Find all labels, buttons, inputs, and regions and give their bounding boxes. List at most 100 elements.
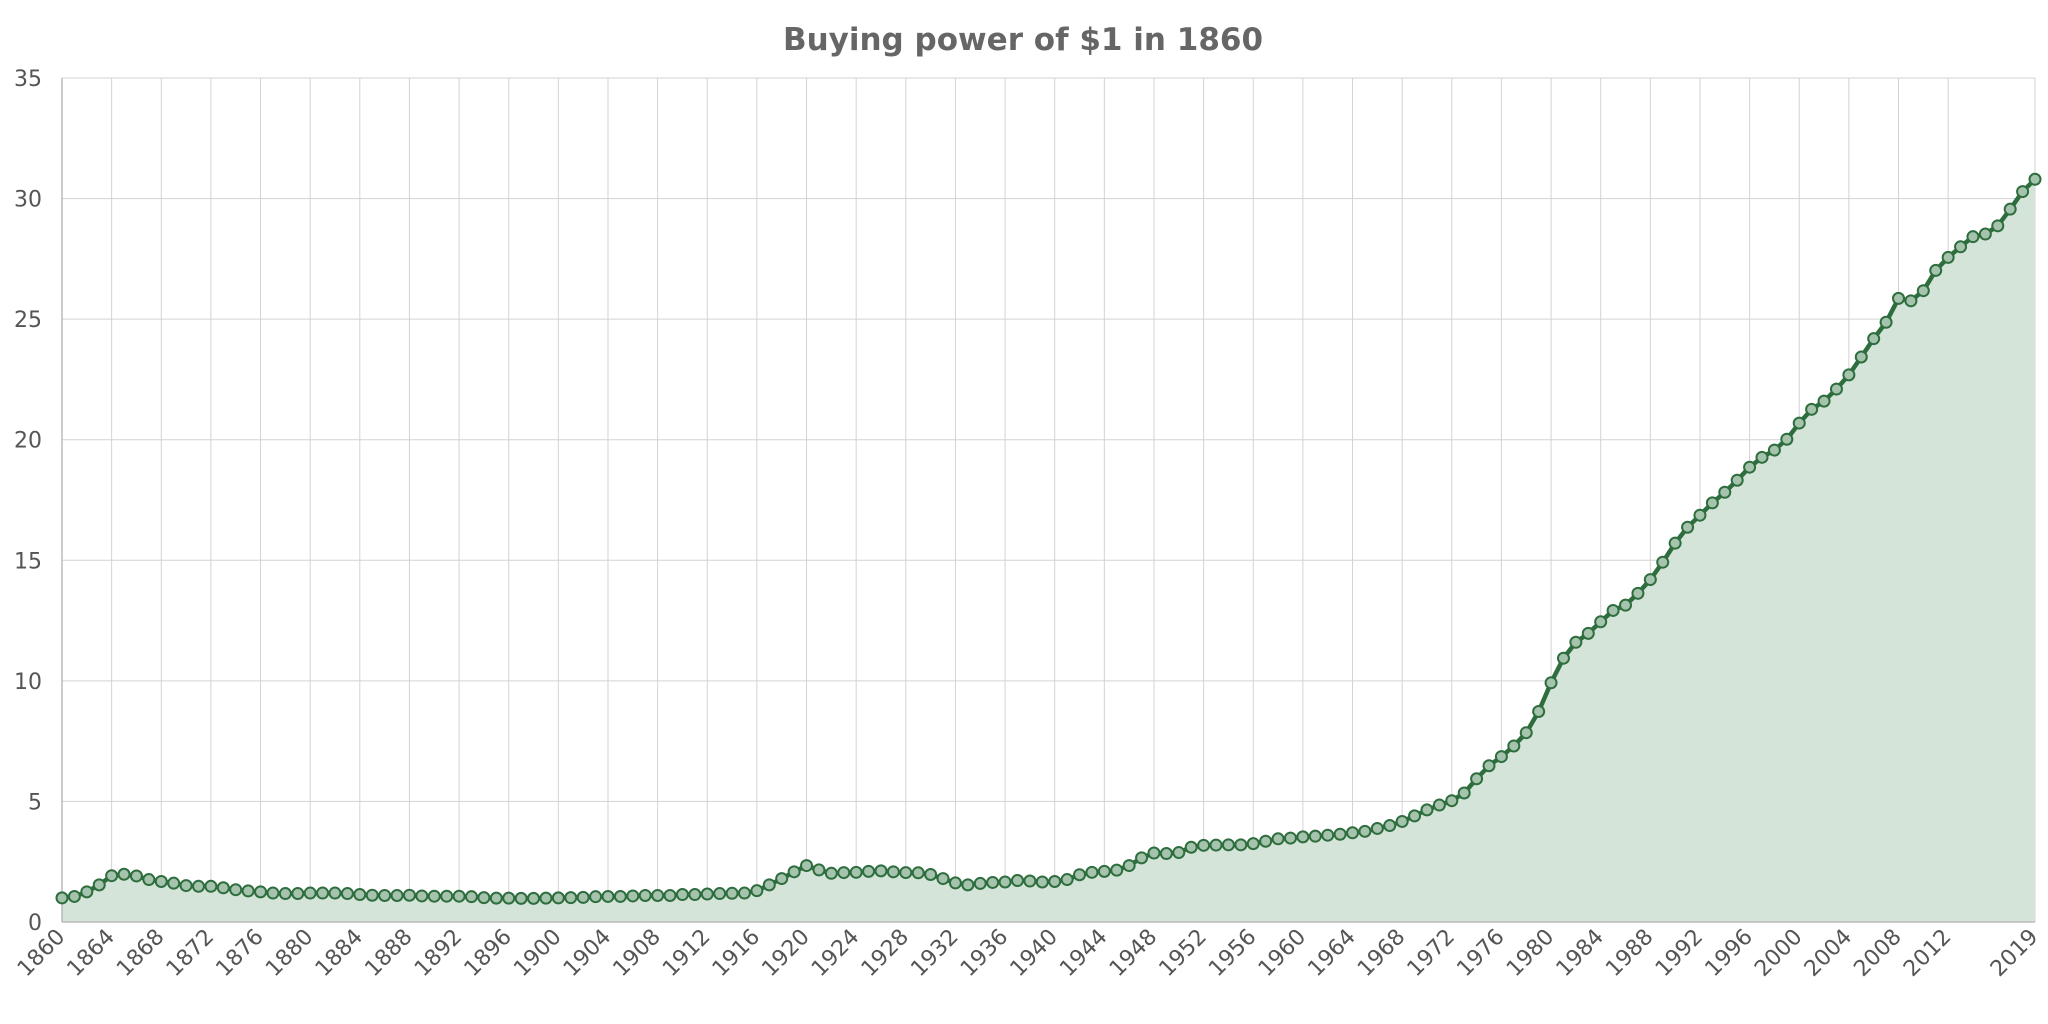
data-point [129,869,143,883]
x-tick-label: 2012 [1899,925,1956,982]
data-point [1892,291,1905,305]
data-point [365,888,379,902]
data-point [291,887,305,901]
x-tick-label: 1924 [807,925,864,982]
data-point [353,888,367,902]
data-point [452,889,466,903]
x-tick-label: 1948 [1105,925,1162,982]
data-point [1904,294,1918,308]
data-point [340,887,354,901]
data-point [502,891,516,905]
data-point [489,891,503,905]
data-point [316,886,330,900]
x-tick-label: 1872 [162,925,219,982]
data-point [1978,227,1992,241]
data-point [688,888,702,902]
data-point [1395,814,1409,828]
data-point [626,889,640,903]
x-tick-label: 1932 [906,925,963,982]
x-tick-label: 1956 [1204,925,1261,982]
data-point [1370,821,1384,835]
data-point [1929,263,1943,277]
data-markers [55,172,2042,905]
area-fill-path [62,179,2035,922]
x-tick-label: 1964 [1303,925,1360,982]
data-point [402,888,416,902]
y-tick-label: 0 [28,911,42,936]
data-point [514,891,528,905]
x-tick-label: 2000 [1750,925,1807,982]
data-point [1110,863,1124,877]
y-tick-label: 5 [28,790,42,815]
data-point [849,865,863,879]
data-point [737,886,751,900]
x-tick-label: 1892 [410,925,467,982]
x-tick-label: 1884 [311,925,368,982]
data-point [1023,874,1037,888]
data-point [1606,603,1620,617]
data-point [1941,250,1955,264]
data-point [1482,759,1496,773]
x-tick-label: 1936 [956,925,1013,982]
x-tick-label: 1868 [112,925,169,982]
x-tick-label: 1876 [212,925,269,982]
data-point [1532,704,1546,718]
data-point [936,872,950,886]
data-point [551,891,565,905]
data-point [1556,651,1570,665]
data-point [1457,786,1471,800]
y-tick-label: 10 [14,670,42,695]
data-point [1842,368,1856,382]
x-tick-label: 2008 [1849,925,1906,982]
y-tick-label: 30 [14,188,42,213]
data-point [911,866,925,880]
data-point [725,886,739,900]
data-point [1060,873,1074,887]
data-point [192,879,205,893]
data-point [1135,851,1149,865]
data-point [1358,824,1372,838]
data-point [92,878,106,892]
x-tick-label: 1896 [460,925,517,982]
x-tick-label: 1900 [509,925,566,982]
data-point [167,876,181,890]
data-point [1954,240,1968,254]
data-point [973,876,987,890]
data-point [1048,874,1062,888]
data-point [1159,847,1173,861]
data-point [1271,832,1285,846]
data-point [762,878,776,892]
data-point [675,888,689,902]
data-point [527,891,541,905]
data-point [1780,432,1794,446]
x-tick-label: 1972 [1403,925,1460,982]
data-point [899,866,913,880]
data-point [1730,473,1744,487]
data-point [862,864,876,878]
data-point [464,890,478,904]
data-point [1718,485,1732,499]
data-point [576,890,590,904]
data-point [564,891,578,905]
data-point [1147,846,1161,860]
data-point [204,879,218,893]
x-tick-label: 1908 [609,925,666,982]
data-point [1246,837,1260,851]
data-point [1581,626,1595,640]
data-point [651,888,665,902]
data-point [886,865,900,879]
data-point [1792,416,1806,430]
data-point [1519,726,1533,740]
data-point [229,883,243,897]
data-point [1643,573,1657,587]
data-point [1817,394,1831,408]
data-point [328,886,342,900]
x-tick-label: 1988 [1601,925,1658,982]
data-point [105,869,119,883]
data-point [1668,536,1682,550]
data-point [303,886,317,900]
data-point [67,889,81,903]
x-tick-label: 2019 [1986,925,2043,982]
data-point [1259,834,1273,848]
